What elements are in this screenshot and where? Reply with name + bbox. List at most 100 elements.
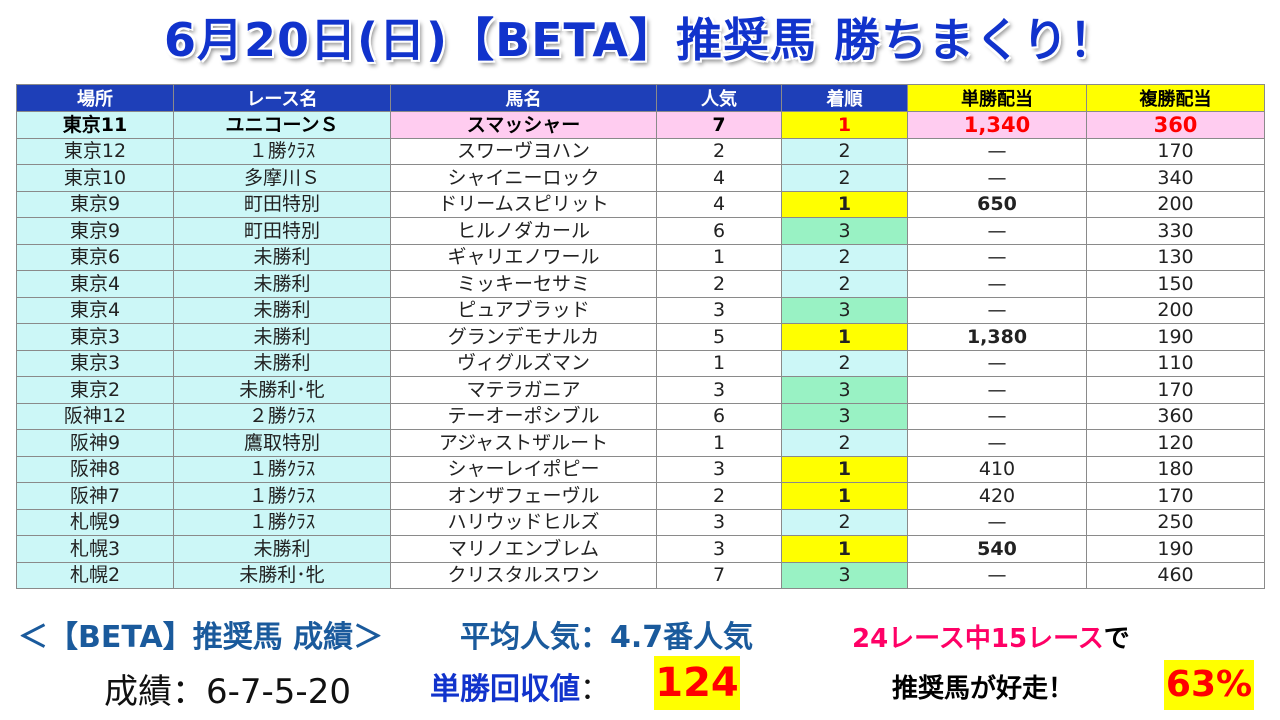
table-row: 阪神12 ２勝ｸﾗｽ テーオーポシブル 6 3—360 [16,402,1265,430]
horse-name-cell: ギャリエノワール [390,243,657,271]
popularity-cell: 7 [656,561,782,589]
race-name-cell: １勝ｸﾗｽ [173,455,391,483]
table-row: 東京11 ユニコーンＳ スマッシャー 7 1 1,340 360 [16,111,1265,139]
header-venue: 場所 [16,84,174,112]
place-payout-cell: 170 [1086,376,1265,404]
win-payout-cell: — [907,376,1087,404]
place-payout-cell: 110 [1086,349,1265,377]
page-title: 6月20日(日)【BETA】推奨馬 勝ちまくり！ [164,13,1116,67]
venue-cell: 東京2 [16,376,174,404]
roi-value: 124 [654,656,740,710]
position-cell: 2 [781,508,908,536]
popularity-cell: 2 [656,137,782,165]
place-payout-cell: 170 [1086,137,1265,165]
horse-name-cell: ピュアブラッド [390,296,657,324]
win-payout-cell: — [907,349,1087,377]
table-row: 阪神9 鷹取特別 アジャストザルート 1 2—120 [16,429,1265,457]
table-row: 東京3 未勝利 グランデモナルカ 5 1 1,380 190 [16,323,1265,351]
position-cell: 3 [781,376,908,404]
horse-name-cell: ヴィグルズマン [390,349,657,377]
venue-cell: 阪神7 [16,482,174,510]
win-payout-cell: — [907,137,1087,165]
venue-cell: 東京10 [16,164,174,192]
results-table: 場所 レース名 馬名 人気 着順 単勝配当 複勝配当 東京11 ユニコーンＳ スマッ… [16,84,1265,589]
popularity-cell: 3 [656,508,782,536]
race-name-cell: ユニコーンＳ [173,111,391,139]
popularity-cell: 5 [656,323,782,351]
venue-cell: 阪神12 [16,402,174,430]
place-payout-cell: 180 [1086,455,1265,483]
place-payout-cell: 120 [1086,429,1265,457]
venue-cell: 札幌9 [16,508,174,536]
position-cell: 2 [781,270,908,298]
race-name-cell: １勝ｸﾗｽ [173,137,391,165]
win-payout-cell: 650 [907,190,1087,218]
venue-cell: 阪神8 [16,455,174,483]
average-popularity: 平均人気：4.7番人気 [460,620,754,655]
place-payout-cell: 200 [1086,190,1265,218]
venue-cell: 札幌3 [16,535,174,563]
venue-cell: 東京9 [16,217,174,245]
win-payout-cell: — [907,402,1087,430]
horse-name-cell: ミッキーセサミ [390,270,657,298]
horse-name-cell: スワーヴヨハン [390,137,657,165]
race-name-cell: 未勝利 [173,243,391,271]
header-race: レース名 [173,84,391,112]
win-payout-cell: — [907,429,1087,457]
horse-name-cell: クリスタルスワン [390,561,657,589]
roi-colon: ： [580,672,610,707]
position-cell: 3 [781,296,908,324]
venue-cell: 東京3 [16,323,174,351]
venue-cell: 東京4 [16,296,174,324]
table-row: 東京4 未勝利 ミッキーセサミ 2 2—150 [16,270,1265,298]
place-payout-cell: 250 [1086,508,1265,536]
race-name-cell: ２勝ｸﾗｽ [173,402,391,430]
place-payout-cell: 330 [1086,217,1265,245]
place-payout-cell: 150 [1086,270,1265,298]
place-payout-cell: 190 [1086,535,1265,563]
position-cell: 1 [781,482,908,510]
popularity-cell: 3 [656,535,782,563]
roi-label-text: 単勝回収値 [430,672,580,707]
win-payout-cell: 1,340 [907,111,1087,139]
table-row: 東京6 未勝利 ギャリエノワール 1 2—130 [16,243,1265,271]
summary-title: ＜【BETA】推奨馬 成績＞ [18,620,384,655]
place-payout-cell: 170 [1086,482,1265,510]
race-name-cell: 未勝利･牝 [173,376,391,404]
race-name-cell: 多摩川Ｓ [173,164,391,192]
win-payout-cell: 410 [907,455,1087,483]
popularity-cell: 3 [656,455,782,483]
horse-name-cell: ハリウッドヒルズ [390,508,657,536]
horse-name-cell: グランデモナルカ [390,323,657,351]
win-payout-cell: — [907,270,1087,298]
race-count-suffix: で [1103,624,1130,654]
venue-cell: 東京11 [16,111,174,139]
position-cell: 3 [781,402,908,430]
race-name-cell: 未勝利 [173,323,391,351]
venue-cell: 東京3 [16,349,174,377]
table-row: 東京9 町田特別 ヒルノダカール 6 3—330 [16,217,1265,245]
venue-cell: 東京4 [16,270,174,298]
race-name-cell: 未勝利 [173,270,391,298]
horse-name-cell: アジャストザルート [390,429,657,457]
table-row: 東京3 未勝利 ヴィグルズマン 1 2—110 [16,349,1265,377]
horse-name-cell: スマッシャー [390,111,657,139]
position-cell: 1 [781,535,908,563]
header-popularity: 人気 [656,84,782,112]
table-row: 阪神8 １勝ｸﾗｽ シャーレイポピー 3 1 410 180 [16,455,1265,483]
place-payout-cell: 460 [1086,561,1265,589]
race-name-cell: 未勝利 [173,349,391,377]
header-place-payout: 複勝配当 [1086,84,1265,112]
popularity-cell: 6 [656,402,782,430]
header-win-payout: 単勝配当 [907,84,1087,112]
place-payout-cell: 360 [1086,111,1265,139]
win-payout-cell: 540 [907,535,1087,563]
table-row: 札幌2 未勝利･牝 クリスタルスワン 7 3—460 [16,561,1265,589]
position-cell: 3 [781,217,908,245]
popularity-cell: 4 [656,190,782,218]
position-cell: 1 [781,455,908,483]
table-row: 札幌3 未勝利 マリノエンブレム 3 1 540 190 [16,535,1265,563]
race-name-cell: 鷹取特別 [173,429,391,457]
table-row: 東京12 １勝ｸﾗｽ スワーヴヨハン 2 2—170 [16,137,1265,165]
popularity-cell: 1 [656,243,782,271]
